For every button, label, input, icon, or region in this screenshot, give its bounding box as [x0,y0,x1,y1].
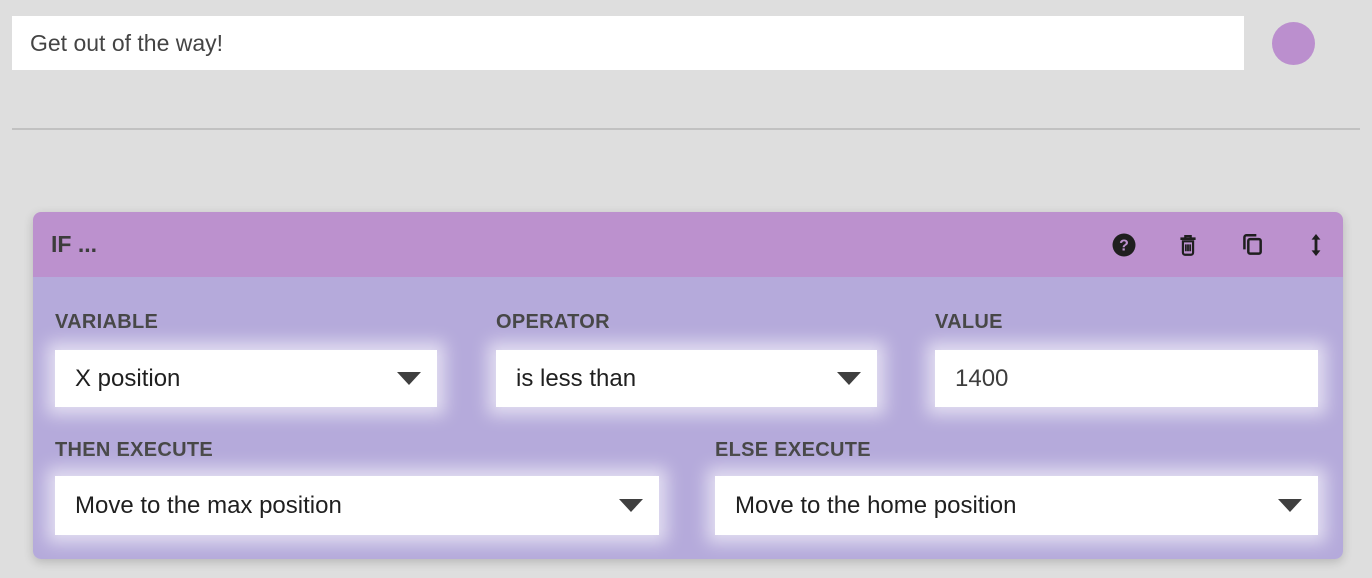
move-vertical-icon[interactable] [1303,232,1329,258]
then-execute-selected-value: Move to the max position [75,491,342,519]
operator-label: OPERATOR [496,311,610,333]
variable-group: VARIABLE X position [55,312,437,407]
else-execute-selected-value: Move to the home position [735,491,1017,519]
chevron-down-icon [397,372,421,385]
value-label: VALUE [935,311,1003,333]
chevron-down-icon [1278,499,1302,512]
branches-row: THEN EXECUTE Move to the max position EL… [55,440,1318,535]
variable-selected-value: X position [75,364,181,392]
else-execute-group: ELSE EXECUTE Move to the home position [715,440,1318,535]
variable-label: VARIABLE [55,311,159,333]
operator-selected-value: is less than [516,364,637,392]
then-execute-select[interactable]: Move to the max position [55,476,659,535]
if-block-toolbar: ? [1111,232,1329,258]
delete-icon[interactable] [1175,232,1201,258]
value-input[interactable] [935,350,1318,407]
help-icon[interactable]: ? [1111,232,1137,258]
if-block-title: IF ... [51,231,97,257]
value-group: VALUE [935,312,1318,407]
section-divider [12,128,1360,130]
operator-group: OPERATOR is less than [496,312,877,407]
condition-row: VARIABLE X position OPERATOR is less tha… [55,312,1318,407]
chevron-down-icon [837,372,861,385]
operator-select[interactable]: is less than [496,350,877,407]
if-block-body: VARIABLE X position OPERATOR is less tha… [33,277,1343,559]
variable-select[interactable]: X position [55,350,437,407]
duplicate-icon[interactable] [1239,232,1265,258]
svg-text:?: ? [1119,237,1129,254]
message-input[interactable] [12,16,1244,70]
then-execute-group: THEN EXECUTE Move to the max position [55,440,659,535]
if-block-card: IF ... ? [33,212,1343,559]
else-execute-select[interactable]: Move to the home position [715,476,1318,535]
status-indicator-dot [1272,22,1315,65]
chevron-down-icon [619,499,643,512]
else-execute-label: ELSE EXECUTE [715,439,871,461]
if-block-header: IF ... ? [33,212,1343,277]
then-execute-label: THEN EXECUTE [55,439,214,461]
